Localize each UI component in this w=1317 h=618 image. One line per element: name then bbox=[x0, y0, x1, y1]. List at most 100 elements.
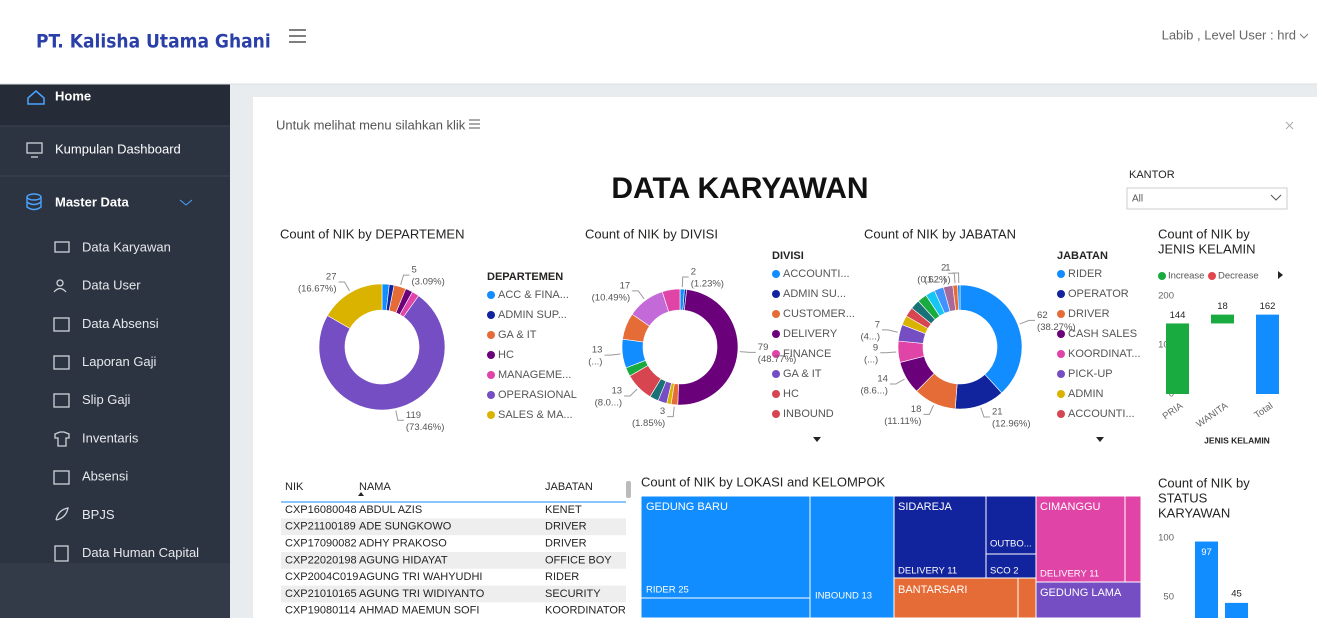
donut-slice[interactable] bbox=[327, 283, 383, 329]
legend-label[interactable]: ADMIN bbox=[1068, 388, 1104, 400]
hamburger[interactable] bbox=[289, 29, 306, 43]
bar[interactable] bbox=[1195, 541, 1218, 618]
legend-label[interactable]: DELIVERY bbox=[783, 328, 838, 340]
cell: AHMAD MAEMUN SOFI bbox=[359, 605, 479, 617]
nav-subitem[interactable]: Slip Gaji bbox=[82, 392, 131, 407]
legend-label[interactable]: ADMIN SUP... bbox=[498, 309, 567, 321]
legend-swatch bbox=[1057, 290, 1065, 298]
legend-label[interactable]: KOORDINAT... bbox=[1068, 348, 1141, 360]
data-label-percent: (4...) bbox=[860, 331, 880, 342]
legend-label[interactable]: ACCOUNTI... bbox=[783, 268, 850, 280]
legend-label[interactable]: HC bbox=[783, 388, 799, 400]
nav-subitem[interactable]: BPJS bbox=[82, 507, 115, 522]
donut-slice[interactable] bbox=[318, 295, 446, 411]
legend-swatch bbox=[1057, 270, 1065, 278]
legend-swatch bbox=[1208, 272, 1216, 280]
legend-label[interactable]: CUSTOMER... bbox=[783, 308, 855, 320]
legend-label[interactable]: Increase bbox=[1168, 271, 1204, 282]
y-tick-label: 0 bbox=[1169, 389, 1174, 400]
nav-subitem[interactable]: Laporan Gaji bbox=[82, 354, 157, 369]
filter-box[interactable] bbox=[1126, 187, 1288, 210]
nav-subitem[interactable]: Data User bbox=[82, 278, 141, 293]
legend-label[interactable]: Decrease bbox=[1218, 271, 1259, 282]
user-info[interactable]: Labib , Level User : hrd bbox=[1162, 27, 1296, 42]
menu-icon[interactable] bbox=[469, 119, 480, 129]
treemap-label[interactable]: INBOUND 13 bbox=[815, 591, 872, 602]
treemap-label[interactable]: DELIVERY 11 bbox=[898, 566, 957, 577]
legend-swatch bbox=[487, 391, 495, 399]
treemap-label[interactable]: DELIVERY 11 bbox=[1040, 569, 1099, 580]
filter-label: KANTOR bbox=[1129, 169, 1175, 181]
legend-label[interactable]: MANAGEME... bbox=[498, 369, 571, 381]
treemap-label[interactable]: GEDUNG LAMA bbox=[1040, 587, 1122, 599]
column-header[interactable]: NAMA bbox=[359, 481, 391, 493]
submenu-caret[interactable] bbox=[179, 199, 193, 206]
nav-subitem[interactable]: Inventaris bbox=[82, 430, 139, 445]
legend-label[interactable]: OPERASIONAL bbox=[498, 389, 577, 401]
nav-subitem[interactable]: Data Absensi bbox=[82, 316, 159, 331]
treemap-label[interactable]: SIDAREJA bbox=[898, 501, 952, 513]
bar[interactable] bbox=[1225, 602, 1248, 618]
close[interactable] bbox=[1285, 121, 1294, 130]
legend-swatch bbox=[1057, 310, 1065, 318]
filter-value[interactable]: All bbox=[1132, 194, 1143, 205]
scrollbar[interactable] bbox=[626, 481, 631, 498]
legend-label[interactable]: ACC & FINA... bbox=[498, 289, 569, 301]
bar[interactable] bbox=[1256, 314, 1279, 394]
treemap-label[interactable]: CIMANGGU bbox=[1040, 501, 1101, 513]
sort-arrow[interactable] bbox=[358, 492, 364, 496]
legend-label[interactable]: ACCOUNTI... bbox=[1068, 408, 1135, 420]
legend-label[interactable]: INBOUND bbox=[783, 408, 834, 420]
legend-swatch bbox=[487, 371, 495, 379]
cell: CXP16080048 bbox=[285, 504, 357, 516]
data-label-percent: (...) bbox=[864, 354, 878, 365]
nav-subitem[interactable]: Absensi bbox=[82, 469, 128, 484]
treemap-label[interactable]: SCO 2 bbox=[990, 566, 1019, 577]
bar[interactable] bbox=[1211, 314, 1234, 324]
treemap-label[interactable]: GEDUNG BARU bbox=[646, 501, 728, 513]
legend-label[interactable]: ADMIN SU... bbox=[783, 288, 846, 300]
legend-label[interactable]: DRIVER bbox=[1068, 308, 1110, 320]
cell: ABDUL AZIS bbox=[359, 504, 422, 516]
cell: CXP21010165 bbox=[285, 588, 357, 600]
legend-next[interactable] bbox=[1278, 271, 1283, 279]
filter-caret[interactable] bbox=[1270, 194, 1282, 201]
treemap-label[interactable]: RIDER 25 bbox=[646, 585, 689, 596]
treemap-label[interactable]: BANTARSARI bbox=[898, 584, 967, 596]
nav-item[interactable]: Kumpulan Dashboard bbox=[55, 141, 181, 156]
nav-item[interactable]: Master Data bbox=[55, 194, 129, 209]
cell: CXP19080114 bbox=[285, 605, 356, 617]
legend-swatch bbox=[772, 310, 780, 318]
user-caret[interactable] bbox=[1299, 33, 1309, 39]
cell: SECURITY bbox=[545, 588, 601, 600]
legend-label[interactable]: SALES & MA... bbox=[498, 409, 573, 421]
legend-label[interactable]: PICK-UP bbox=[1068, 368, 1113, 380]
legend-label[interactable]: OPERATOR bbox=[1068, 288, 1129, 300]
cell: AGUNG HIDAYAT bbox=[359, 554, 448, 566]
chart-title: Count of NIK by DEPARTEMEN bbox=[280, 226, 464, 241]
legend-label[interactable]: FINANCE bbox=[783, 348, 831, 360]
legend-swatch bbox=[772, 390, 780, 398]
donut-slice[interactable] bbox=[959, 284, 1023, 394]
nav-item[interactable]: Home bbox=[55, 88, 91, 103]
x-axis-title: JENIS KELAMIN bbox=[1204, 435, 1270, 445]
legend-label[interactable]: CASH SALES bbox=[1068, 328, 1137, 340]
legend-label[interactable]: GA & IT bbox=[498, 329, 537, 341]
donut-slice[interactable] bbox=[661, 288, 681, 313]
donut-slice[interactable] bbox=[677, 289, 739, 406]
nav-subitem[interactable]: Data Karyawan bbox=[82, 239, 171, 254]
donut-slice[interactable] bbox=[957, 284, 961, 311]
y-tick-label: 100 bbox=[1158, 533, 1174, 544]
legend-label[interactable]: RIDER bbox=[1068, 268, 1102, 280]
bar[interactable] bbox=[1166, 323, 1189, 394]
treemap-label[interactable]: OUTBO... bbox=[990, 539, 1032, 550]
legend-label[interactable]: HC bbox=[498, 349, 514, 361]
column-header[interactable]: JABATAN bbox=[545, 481, 593, 493]
column-header[interactable]: NIK bbox=[285, 481, 304, 493]
data-label: 79 bbox=[758, 342, 769, 353]
legend-label[interactable]: GA & IT bbox=[783, 368, 822, 380]
data-label: 2 bbox=[941, 263, 946, 274]
chart-title: Count of NIK by JABATAN bbox=[864, 226, 1016, 241]
nav-subitem[interactable]: Data Human Capital bbox=[82, 545, 199, 560]
data-label-percent: (11.11%) bbox=[884, 416, 921, 427]
